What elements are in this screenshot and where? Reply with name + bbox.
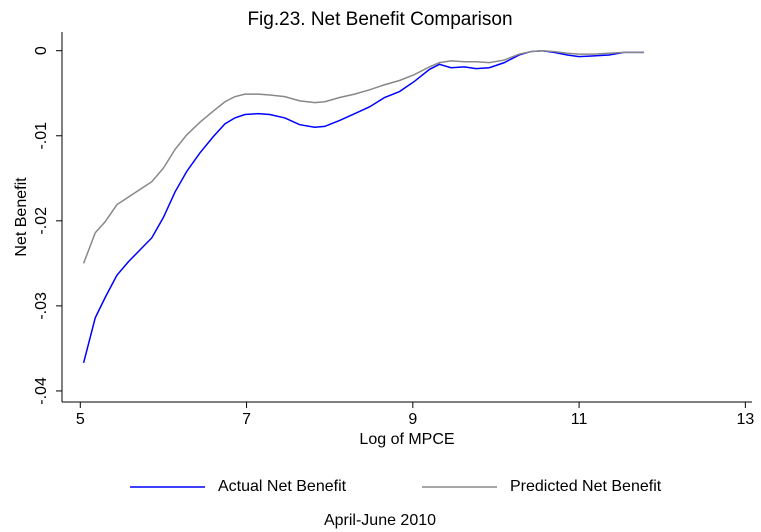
y-tick-label: -.02 <box>33 207 50 235</box>
legend-label: Actual Net Benefit <box>218 478 347 495</box>
y-tick-label: -.04 <box>33 377 50 405</box>
y-tick-label: 0 <box>33 46 50 55</box>
x-tick-label: 11 <box>571 411 588 428</box>
legend-label: Predicted Net Benefit <box>510 478 662 495</box>
y-tick-label: -.01 <box>33 122 50 150</box>
y-tick-label: -.03 <box>33 292 50 320</box>
x-tick-label: 5 <box>76 411 85 428</box>
note: April-June 2010 <box>324 512 436 529</box>
line <box>82 49 644 364</box>
x-axis-label: Log of MPCE <box>359 431 454 448</box>
x-tick-label: 7 <box>242 411 251 428</box>
x-tick-label: 9 <box>408 411 417 428</box>
y-axis-label: Net Benefit <box>13 177 30 257</box>
chart-title: Fig.23. Net Benefit Comparison <box>247 9 512 30</box>
line <box>82 49 644 264</box>
x-tick-label: 13 <box>736 411 754 428</box>
